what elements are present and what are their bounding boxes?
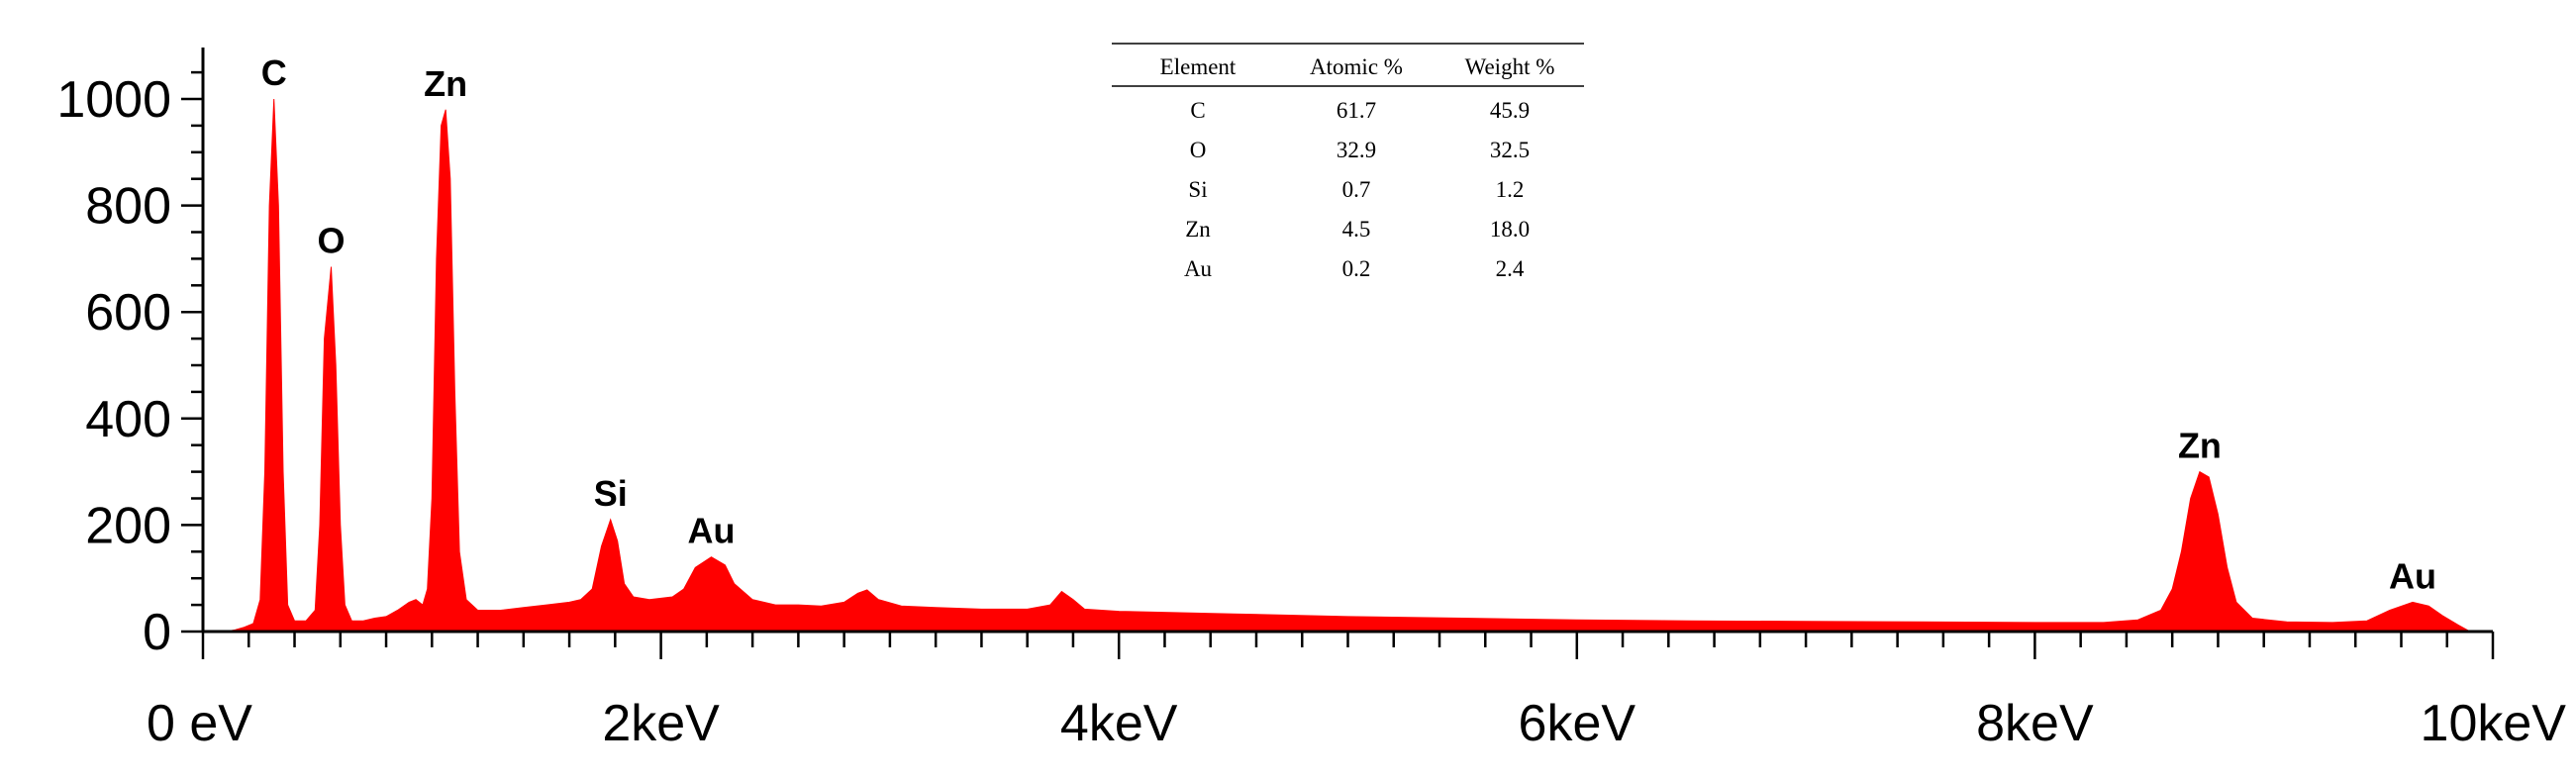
y-tick-label: 200 xyxy=(85,497,171,554)
table-cell-atomic: 4.5 xyxy=(1342,217,1371,242)
table-row: Zn 4.5 18.0 xyxy=(1185,217,1530,242)
table-row: C 61.7 45.9 xyxy=(1190,98,1530,123)
peak-label: Zn xyxy=(2178,426,2222,466)
table-header-atomic: Atomic % xyxy=(1310,54,1403,79)
table-row: Au 0.2 2.4 xyxy=(1184,256,1525,281)
table-header-row: Element Atomic % Weight % xyxy=(1160,54,1555,79)
table-cell-element: Si xyxy=(1188,177,1207,202)
peak-label: O xyxy=(318,220,346,260)
peak-label: Si xyxy=(594,473,628,514)
table-cell-atomic: 0.7 xyxy=(1342,177,1371,202)
y-tick-label: 400 xyxy=(85,391,171,448)
axes-layer: 0 200 400 600 800 1000 0 eV 2keV 4keV 6keV 8keV 10k… xyxy=(56,48,2566,752)
table-header-element: Element xyxy=(1160,54,1237,79)
peak-label: Au xyxy=(2389,555,2436,596)
peak-label: C xyxy=(261,52,287,93)
table-cell-element: C xyxy=(1190,98,1205,123)
x-tick-label: 10keV xyxy=(2421,695,2567,752)
table-cell-element: Au xyxy=(1184,256,1213,281)
table-cell-weight: 32.5 xyxy=(1490,138,1530,162)
table-cell-weight: 1.2 xyxy=(1496,177,1525,202)
table-cell-atomic: 61.7 xyxy=(1337,98,1376,123)
spectrum-area xyxy=(226,98,2472,633)
table-cell-weight: 45.9 xyxy=(1490,98,1530,123)
table-cell-atomic: 32.9 xyxy=(1337,138,1376,162)
composition-table: Element Atomic % Weight % C 61.7 45.9 O … xyxy=(1112,43,1584,281)
x-tick-label: 2keV xyxy=(602,695,720,752)
table-row: Si 0.7 1.2 xyxy=(1188,177,1524,202)
table-cell-element: O xyxy=(1190,138,1207,162)
table-row: O 32.9 32.5 xyxy=(1190,138,1530,162)
x-tick-label: 6keV xyxy=(1519,695,1636,752)
x-tick-label: 4keV xyxy=(1060,695,1178,752)
table-cell-element: Zn xyxy=(1185,217,1211,242)
table-cell-atomic: 0.2 xyxy=(1342,256,1371,281)
peak-label: Zn xyxy=(424,63,467,104)
peak-label: Au xyxy=(687,511,735,551)
y-tick-label: 1000 xyxy=(56,71,171,129)
table-header-weight: Weight % xyxy=(1465,54,1555,79)
table-cell-weight: 18.0 xyxy=(1490,217,1530,242)
y-tick-label: 800 xyxy=(85,178,171,236)
y-tick-label: 0 xyxy=(143,604,171,661)
table-cell-weight: 2.4 xyxy=(1496,256,1525,281)
x-tick-label: 8keV xyxy=(1976,695,2094,752)
spectrum-layer xyxy=(226,98,2472,633)
x-tick-label: 0 eV xyxy=(147,695,252,752)
y-tick-label: 600 xyxy=(85,284,171,342)
